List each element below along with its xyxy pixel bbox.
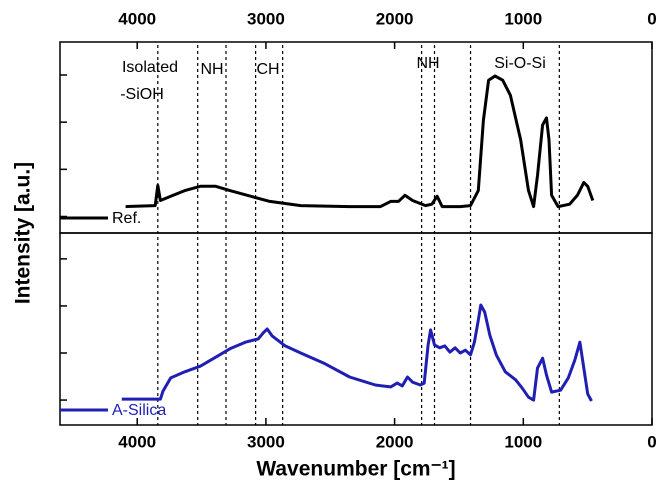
x-tick-label: 2000 bbox=[376, 432, 414, 451]
y-axis-label: Intensity [a.u.] bbox=[12, 162, 35, 304]
annotation: CH bbox=[256, 61, 279, 78]
annotation: -SiOH bbox=[120, 86, 164, 103]
annotation: Si-O-Si bbox=[494, 55, 546, 72]
x-tick-label: 2000 bbox=[376, 9, 414, 28]
spectrum-line bbox=[125, 74, 595, 209]
x-tick-label: 1000 bbox=[504, 9, 542, 28]
x-tick-label: 3000 bbox=[247, 432, 285, 451]
annotation: NH bbox=[200, 61, 223, 78]
x-tick-label: 3000 bbox=[247, 9, 285, 28]
legend-label: Ref. bbox=[112, 210, 141, 227]
x-tick-label: 0 bbox=[647, 9, 656, 28]
x-tick-label: 1000 bbox=[504, 432, 542, 451]
x-tick-label: 4000 bbox=[118, 9, 156, 28]
legend-label: A-Silica bbox=[112, 402, 166, 419]
bottom-panel-frame bbox=[59, 232, 653, 426]
annotation: Isolated bbox=[122, 59, 178, 76]
x-tick-label: 0 bbox=[647, 432, 656, 451]
spectrum-line bbox=[121, 303, 593, 402]
annotation: NH bbox=[416, 55, 439, 72]
x-tick-label: 4000 bbox=[118, 432, 156, 451]
x-axis-label: Wavenumber [cm⁻¹] bbox=[256, 458, 455, 481]
